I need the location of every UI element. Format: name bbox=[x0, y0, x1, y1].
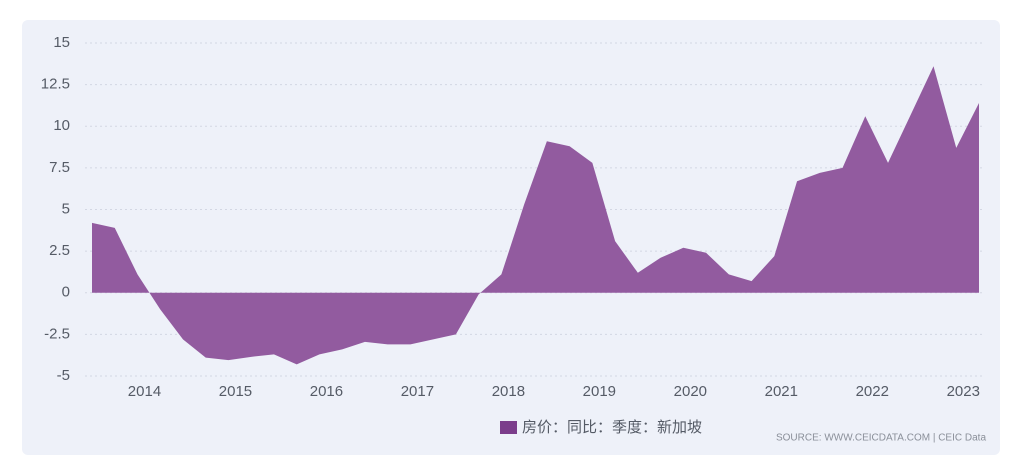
source-note: SOURCE: WWW.CEICDATA.COM | CEIC Data bbox=[776, 433, 986, 444]
x-tick-label: 2021 bbox=[765, 383, 798, 400]
y-tick-label: 2.5 bbox=[49, 242, 70, 259]
y-tick-label: 7.5 bbox=[49, 159, 70, 176]
y-tick-label: 10 bbox=[53, 117, 70, 134]
y-tick-label: 12.5 bbox=[41, 76, 70, 93]
x-tick-label: 2018 bbox=[492, 383, 525, 400]
area bbox=[92, 66, 979, 365]
y-tick-label: -2.5 bbox=[44, 325, 70, 342]
x-tick-label: 2019 bbox=[583, 383, 616, 400]
y-tick-label: 0 bbox=[62, 284, 70, 301]
x-tick-label: 2016 bbox=[310, 383, 343, 400]
x-tick-label: 2022 bbox=[856, 383, 889, 400]
x-tick-label: 2020 bbox=[674, 383, 707, 400]
y-tick-label: 15 bbox=[53, 34, 70, 51]
y-tick-label: 5 bbox=[62, 200, 70, 217]
x-tick-label: 2017 bbox=[401, 383, 434, 400]
y-tick-label: -5 bbox=[57, 367, 70, 384]
x-tick-label: 2023 bbox=[947, 383, 980, 400]
x-tick-label: 2015 bbox=[219, 383, 252, 400]
legend-label: 房价：同比：季度：新加坡 bbox=[522, 419, 702, 436]
x-tick-label: 2014 bbox=[128, 383, 161, 400]
legend-swatch bbox=[500, 421, 517, 434]
